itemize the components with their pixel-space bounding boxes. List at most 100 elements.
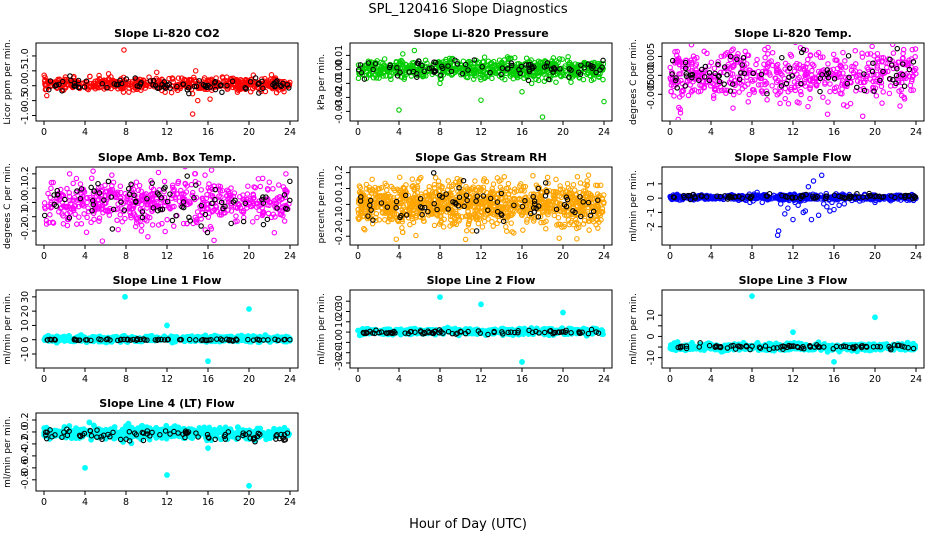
figure-x-axis-label: Hour of Day (UTC) — [409, 517, 527, 532]
reference-point — [128, 181, 134, 188]
x-tick-label: 8 — [437, 127, 443, 138]
data-point — [794, 71, 800, 77]
data-point — [281, 218, 288, 224]
data-point — [356, 189, 363, 196]
data-point — [92, 85, 99, 92]
data-point — [782, 95, 788, 102]
data-point — [409, 60, 415, 66]
reference-point — [894, 65, 900, 72]
data-point — [782, 60, 789, 67]
reference-point — [274, 205, 280, 211]
data-point — [600, 76, 606, 83]
data-point — [688, 59, 695, 66]
data-point — [84, 199, 90, 206]
data-point — [747, 67, 753, 74]
data-point — [190, 74, 197, 81]
data-point — [809, 75, 816, 82]
reference-point — [716, 73, 722, 79]
data-point — [70, 180, 76, 187]
data-point — [138, 228, 145, 234]
reference-point — [76, 84, 82, 91]
data-point — [396, 174, 403, 181]
data-point — [847, 100, 854, 107]
data-point — [859, 113, 866, 119]
data-point — [159, 220, 165, 227]
reference-point — [202, 82, 209, 89]
reference-point — [110, 206, 117, 213]
data-point — [909, 46, 915, 53]
data-point — [169, 204, 175, 210]
data-point — [766, 59, 772, 65]
data-point — [245, 183, 251, 189]
reference-point — [682, 83, 688, 89]
data-point — [749, 87, 756, 93]
data-point — [43, 86, 50, 93]
data-point — [250, 200, 257, 207]
reference-point — [699, 66, 705, 73]
series-points — [355, 170, 607, 243]
reference-point — [394, 65, 400, 71]
reference-point — [161, 84, 167, 90]
data-point — [798, 91, 804, 98]
data-point — [67, 197, 73, 204]
data-point — [59, 211, 65, 217]
data-point — [124, 196, 130, 202]
data-point — [171, 223, 177, 229]
x-tick-label: 16 — [202, 251, 214, 262]
reference-point — [52, 83, 58, 89]
data-point — [555, 214, 562, 221]
data-point — [66, 190, 72, 196]
reference-point — [75, 77, 82, 84]
reference-point — [154, 190, 161, 196]
x-tick-label: 16 — [828, 127, 840, 138]
data-point — [678, 77, 684, 84]
reference-point — [550, 69, 556, 75]
data-point — [575, 72, 581, 78]
reference-point — [361, 76, 368, 82]
data-point — [415, 178, 421, 185]
data-point — [88, 219, 94, 226]
data-point — [114, 189, 121, 196]
reference-point — [74, 188, 80, 194]
reference-point — [394, 73, 401, 79]
data-point — [729, 47, 735, 54]
y-tick-label: 0.0 — [334, 197, 345, 212]
reference-point — [525, 77, 532, 84]
data-point — [96, 72, 102, 79]
reference-point — [893, 72, 900, 79]
reference-point — [240, 218, 247, 225]
reference-point — [739, 62, 745, 68]
x-tick-label: 8 — [123, 251, 129, 262]
data-point — [899, 55, 906, 62]
reference-point — [161, 186, 167, 192]
data-point — [873, 93, 880, 99]
reference-point — [701, 74, 708, 80]
data-point — [872, 85, 879, 91]
data-point — [102, 182, 108, 188]
data-point — [842, 64, 849, 70]
data-point — [523, 55, 530, 61]
data-point — [363, 186, 370, 192]
reference-point — [696, 77, 702, 84]
data-point — [676, 61, 683, 68]
data-point — [369, 220, 376, 227]
data-point — [369, 69, 376, 75]
reference-point — [126, 191, 133, 198]
y-tick-label: 0.00 — [334, 59, 345, 80]
data-point — [697, 82, 703, 88]
data-point — [538, 219, 544, 226]
data-point — [762, 54, 768, 61]
data-point — [513, 73, 520, 79]
reference-point — [161, 79, 168, 85]
data-point — [83, 229, 90, 236]
data-point — [409, 176, 416, 182]
data-point — [162, 228, 168, 235]
data-point — [715, 59, 721, 65]
data-point — [78, 221, 85, 227]
reference-point — [91, 188, 97, 194]
reference-point — [149, 180, 155, 186]
data-point — [758, 82, 764, 88]
reference-point — [419, 62, 425, 69]
data-point — [422, 57, 429, 63]
